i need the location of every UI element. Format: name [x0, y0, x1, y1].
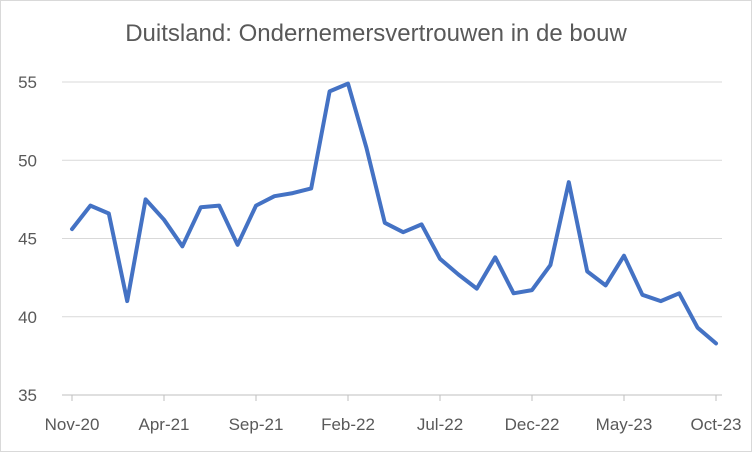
chart-title: Duitsland: Ondernemersvertrouwen in de b…: [125, 20, 627, 47]
x-tick-label: May-23: [596, 415, 653, 434]
series-line-0: [70, 81, 718, 346]
y-tick-label: 55: [18, 73, 37, 92]
y-tick-label: 45: [18, 230, 37, 249]
x-tick-label: Sep-21: [229, 415, 284, 434]
y-tick-label: 40: [18, 308, 37, 327]
x-tick-label: Nov-20: [45, 415, 100, 434]
x-tick-label: Apr-21: [138, 415, 189, 434]
y-tick-label: 50: [18, 151, 37, 170]
x-tick-label: Dec-22: [505, 415, 560, 434]
x-tick-label: Jul-22: [417, 415, 463, 434]
y-tick-label: 35: [18, 386, 37, 405]
x-tick-label: Oct-23: [690, 415, 741, 434]
x-tick-label: Feb-22: [321, 415, 375, 434]
